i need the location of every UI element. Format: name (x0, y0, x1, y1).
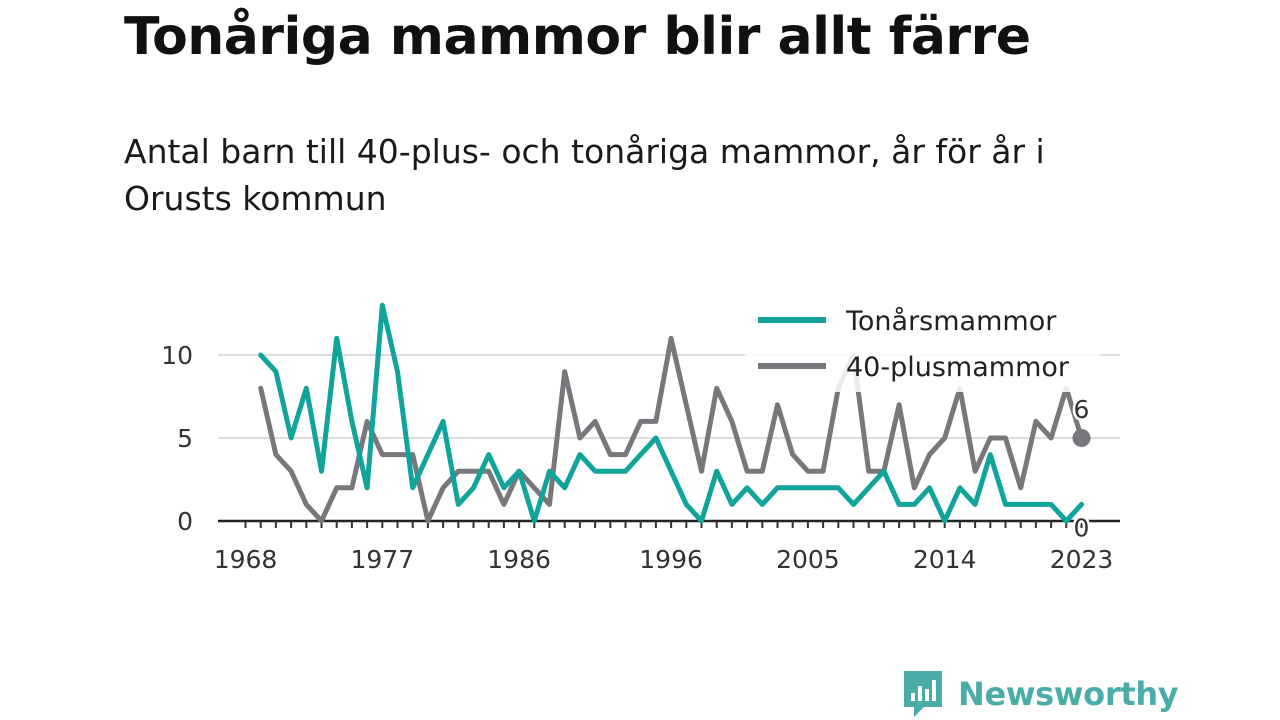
end-point-40-plusmammor (1072, 429, 1091, 447)
y-tick-label-0: 0 (177, 507, 193, 536)
x-tick-label-1986: 1986 (487, 545, 551, 574)
x-tick-label-2014: 2014 (913, 545, 977, 574)
end-label-40-plusmammor: 6 (1074, 395, 1090, 424)
legend-label-40-plusmammor: 40-plusmammor (846, 352, 1070, 383)
end-label-tonårsmammor: 0 (1074, 513, 1090, 542)
x-tick-label-1977: 1977 (350, 545, 414, 574)
brand-logo: Newsworthy (902, 668, 1179, 720)
series-line-40-plusmammor (258, 335, 1084, 524)
x-tick-label-1968: 1968 (214, 545, 278, 574)
chart-subtitle: Antal barn till 40-plus- och tonåriga ma… (124, 132, 1045, 218)
legend-background (745, 300, 1100, 392)
x-tick-label-2023: 2023 (1050, 545, 1114, 574)
y-tick-label-10: 10 (161, 341, 193, 370)
y-tick-label-5: 5 (177, 424, 193, 453)
chart-title: Tonåriga mammor blir allt färre (124, 7, 1031, 67)
x-tick-label-2005: 2005 (776, 545, 840, 574)
series-line-tonårsmammor (258, 302, 1084, 524)
x-tick-label-1996: 1996 (639, 545, 703, 574)
brand-name: Newsworthy (958, 675, 1179, 713)
line-chart: 0 5 10 1968 1977 1986 1996 2005 2014 2023 0 6 Tonårs… (161, 300, 1120, 574)
legend-label-tonårsmammor: Tonårsmammor (845, 306, 1057, 337)
newsworthy-logo-icon (904, 671, 942, 717)
